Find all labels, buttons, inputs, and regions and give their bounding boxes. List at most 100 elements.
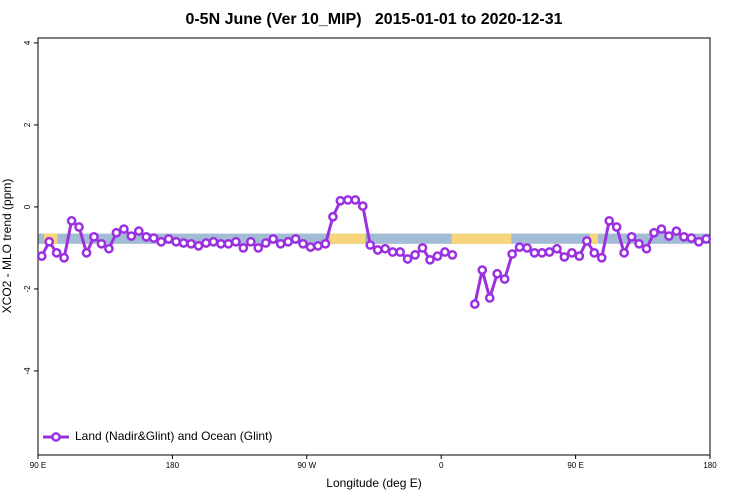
data-point [395,247,405,257]
y-tick-label: 0 [23,204,32,209]
data-point [66,216,77,226]
legend-label: Land (Nadir&Glint) and Ocean (Glint) [75,429,272,443]
surface-band [589,233,598,244]
data-point [253,243,264,253]
data-point [305,242,316,252]
y-axis-label: XCO2 - MLO trend (ppm) [0,179,14,314]
data-point [96,238,107,249]
data-point [208,236,219,247]
data-point [522,243,532,253]
y-tick-label: -4 [23,367,32,375]
data-point [343,195,353,205]
data-point [298,238,308,249]
data-point [44,236,55,247]
y-tick-label: -2 [23,285,32,293]
data-point [141,232,152,242]
data-point [290,234,301,244]
data-point [693,236,704,247]
data-point [492,268,503,279]
data-point [417,243,428,253]
y-tick-label: 4 [23,40,32,45]
data-point [544,247,555,257]
data-point [604,216,615,226]
data-point [171,236,181,247]
data-point [410,250,420,260]
data-point [193,241,204,251]
data-point [245,236,256,247]
data-point [514,242,525,252]
data-point [656,224,667,234]
data-point [380,243,391,254]
x-tick-label: 180 [166,461,180,470]
data-point [611,222,622,232]
data-point [148,233,159,243]
data-point [679,232,689,242]
data-point [350,195,361,205]
data-point [186,238,196,249]
data-point [402,254,413,264]
data-point [335,195,346,206]
data-point [596,252,607,263]
data-point [507,249,517,259]
data-point [268,234,279,244]
data-point [559,252,570,262]
data-point [499,274,510,284]
legend-marker [51,432,61,442]
data-point [589,248,600,258]
data-point [372,245,383,255]
data-point [51,248,62,258]
x-tick-label: 90 W [297,461,316,470]
x-tick-label: 90 E [30,461,46,470]
data-point [425,254,435,265]
data-point [133,226,144,236]
data-point [671,226,682,236]
x-axis-label: Longitude (deg E) [326,476,421,490]
data-point [111,227,122,238]
data-point [328,211,338,222]
data-point [649,227,659,238]
data-point [216,238,226,249]
data-point [223,238,234,249]
data-point [260,238,271,248]
data-point [664,231,674,241]
data-point [59,252,69,263]
data-point [641,243,652,254]
data-point [178,238,189,248]
y-tick-label: 2 [23,122,32,127]
data-point [529,248,540,258]
data-point [231,236,241,247]
data-point [634,238,644,249]
plot-frame [37,37,711,456]
data-point [567,248,577,258]
data-point [81,248,92,258]
x-tick-label: 90 E [567,461,583,470]
data-point [238,243,249,253]
data-point [432,251,443,261]
data-point [156,236,167,247]
data-point [619,248,629,258]
data-point [484,293,495,303]
data-point [119,224,129,234]
data-point [447,250,458,260]
data-point [477,265,488,275]
data-point [440,247,450,257]
data-point [201,238,211,248]
data-point [313,241,323,251]
surface-band [451,233,512,244]
data-point [686,233,697,243]
data-point [469,299,480,309]
surface-band [38,233,710,244]
data-point [275,238,286,249]
data-point [104,243,114,254]
data-point [36,251,47,261]
data-point [701,234,712,244]
x-tick-label: 0 [439,461,444,470]
data-point [387,247,398,257]
data-point [537,248,547,258]
data-point [89,232,99,242]
chart-title: 0-5N June (Ver 10_MIP) 2015-01-01 to 202… [185,11,562,28]
data-point [283,236,293,247]
data-point [552,243,562,254]
data-point [357,201,368,211]
